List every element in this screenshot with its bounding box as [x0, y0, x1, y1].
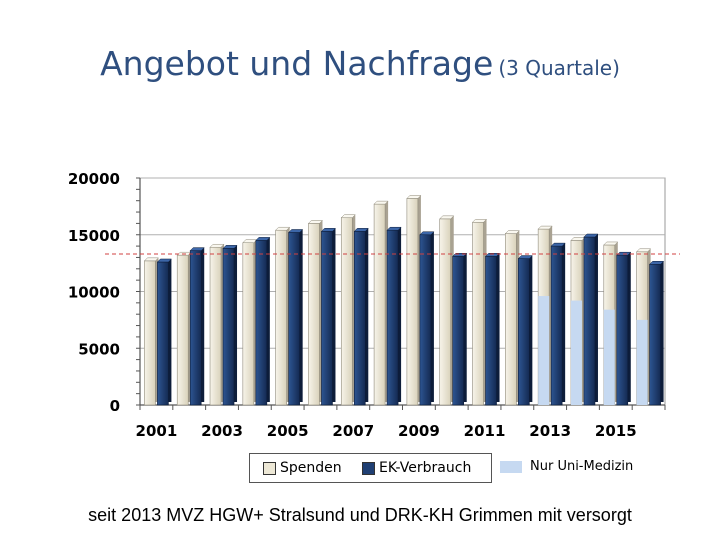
y-tick-label-10000: 10000 [68, 284, 120, 302]
bar-spenden-2007 [340, 217, 353, 406]
y-tick-label-15000: 15000 [68, 227, 120, 245]
bar-spenden-top [406, 195, 422, 199]
bar-ek-top [255, 237, 271, 241]
bar-ek-top [156, 258, 173, 263]
footnote: seit 2013 MVZ HGW+ Stralsund und DRK-KH … [88, 505, 632, 525]
bar-uni-2016 [636, 319, 648, 405]
chart-title: Angebot und Nachfrage (3 Quartale) [0, 44, 720, 83]
legend-item-spenden: Spenden [263, 460, 342, 476]
bar-ek-2011 [485, 256, 497, 406]
bar-spenden-top [537, 225, 553, 230]
bar-spenden-top [143, 257, 160, 262]
bar-ek-2006 [321, 231, 333, 406]
bar-ek-2014 [583, 236, 596, 406]
bar-uni-2013 [538, 296, 550, 405]
bar-spenden-2002 [176, 254, 189, 406]
bar-spenden-2012 [505, 233, 517, 406]
bar-uni-2014 [570, 300, 582, 405]
x-tick-label-2015: 2015 [595, 422, 637, 440]
bar-ek-top [419, 231, 435, 235]
y-tick-label-20000: 20000 [68, 170, 120, 188]
bar-spenden-top [275, 226, 291, 231]
bar-ek-2015 [616, 254, 629, 406]
bar-spenden-2009 [406, 198, 419, 406]
bar-ek-top [648, 261, 665, 265]
bar-ek-top [386, 226, 402, 231]
bar-spenden-top [209, 243, 225, 248]
bar-ek-2001 [157, 261, 169, 406]
bar-ek-2012 [518, 258, 530, 406]
bar-spenden-top [504, 230, 520, 234]
title-main: Angebot und Nachfrage [100, 44, 494, 83]
bar-ek-2016 [649, 263, 661, 406]
x-tick-label-2009: 2009 [398, 422, 440, 440]
legend-item-ek: EK-Verbrauch [362, 460, 471, 476]
x-tick-label-2005: 2005 [267, 422, 309, 440]
bar-spenden-top [373, 200, 389, 205]
bar-spenden-2005 [275, 229, 287, 406]
x-tick-label-2001: 2001 [136, 422, 178, 440]
bar-ek-2004 [255, 240, 268, 406]
bar-ek-top [189, 247, 205, 251]
bar-ek-2013 [550, 245, 563, 406]
title-sub: (3 Quartale) [498, 56, 620, 80]
bar-spenden-2001 [144, 260, 156, 406]
legend: Spenden EK-Verbrauch [249, 453, 492, 483]
bar-ek-top [288, 229, 304, 233]
bar-spenden-top [471, 219, 488, 223]
bar-spenden-2004 [242, 242, 255, 406]
legend-label-spenden: Spenden [280, 460, 342, 476]
bar-spenden-2008 [373, 203, 386, 406]
bar-spenden-top [439, 215, 455, 220]
bar-spenden-top [635, 248, 652, 253]
bar-spenden-top [307, 220, 324, 224]
bar-ek-top [320, 228, 337, 232]
bar-spenden-2006 [308, 223, 320, 406]
legend-swatch-uni [500, 460, 522, 473]
bar-ek-2003 [222, 248, 235, 406]
bar-ek-top [353, 228, 369, 232]
y-tick-label-0: 0 [110, 397, 120, 415]
bar-spenden-top [340, 214, 356, 218]
x-tick-label-2003: 2003 [201, 422, 243, 440]
bar-ek-2008 [386, 229, 399, 406]
bar-ek-2005 [288, 232, 300, 406]
y-tick-label-5000: 5000 [78, 340, 120, 358]
bar-spenden-2010 [439, 218, 452, 406]
legend-label-ek: EK-Verbrauch [379, 460, 472, 476]
bar-ek-top [222, 245, 238, 249]
bar-spenden-2011 [472, 221, 484, 406]
legend-swatch-ek [362, 461, 375, 475]
bar-ek-2002 [189, 250, 202, 406]
bar-ek-top [583, 233, 599, 238]
bar-uni-2015 [603, 309, 615, 405]
bar-ek-top [517, 255, 533, 259]
bar-spenden-2003 [209, 246, 222, 406]
bar-ek-2010 [452, 256, 465, 406]
bar-ek-top [484, 253, 501, 257]
legend-label-uni: Nur Uni-Medizin [530, 459, 634, 474]
bar-spenden-top [603, 241, 619, 246]
x-tick-label-2011: 2011 [464, 422, 506, 440]
bar-ek-2009 [419, 234, 432, 406]
legend-item-uni: Nur Uni-Medizin [500, 459, 633, 474]
bar-ek-2007 [353, 231, 366, 406]
x-tick-label-2007: 2007 [332, 422, 374, 440]
legend-swatch-spenden [263, 461, 276, 475]
bar-ek-top [550, 242, 566, 247]
x-tick-label-2013: 2013 [529, 422, 571, 440]
